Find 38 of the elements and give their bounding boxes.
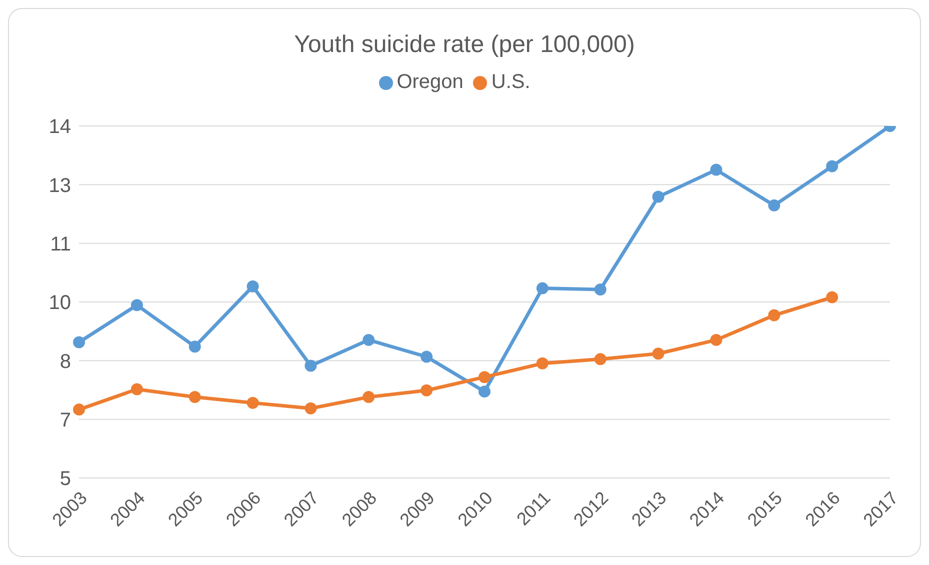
point	[710, 164, 722, 176]
y-tick-label: 10	[48, 292, 71, 314]
point	[188, 391, 201, 404]
point	[246, 396, 259, 409]
point	[710, 334, 722, 346]
legend-label: U.S.	[491, 71, 530, 93]
point	[652, 348, 664, 360]
point	[420, 384, 433, 396]
point	[130, 299, 143, 312]
point	[594, 353, 606, 366]
point	[652, 190, 664, 203]
point	[536, 282, 548, 294]
y-tick-label: 8	[60, 350, 71, 373]
y-tick-label: 14	[48, 116, 71, 138]
y-tick-label: 13	[48, 174, 71, 197]
y-tick-label: 5	[60, 468, 71, 490]
point	[478, 371, 490, 384]
point	[362, 391, 375, 404]
point	[768, 199, 780, 212]
point	[304, 360, 317, 372]
point	[826, 160, 838, 172]
point	[73, 404, 85, 416]
y-tick-label: 11	[50, 233, 71, 256]
point	[768, 309, 780, 322]
chart-title: Youth suicide rate (per 100,000)	[293, 30, 636, 60]
point	[420, 350, 433, 363]
point	[304, 402, 317, 414]
point	[478, 386, 490, 398]
point	[246, 280, 259, 292]
point	[826, 291, 838, 304]
point	[73, 336, 85, 348]
point	[594, 283, 606, 296]
legend-label: Oregon	[396, 71, 464, 93]
point	[130, 383, 143, 396]
y-tick-label: 7	[60, 409, 71, 432]
point	[188, 340, 201, 353]
point	[362, 334, 375, 346]
point	[536, 357, 548, 370]
